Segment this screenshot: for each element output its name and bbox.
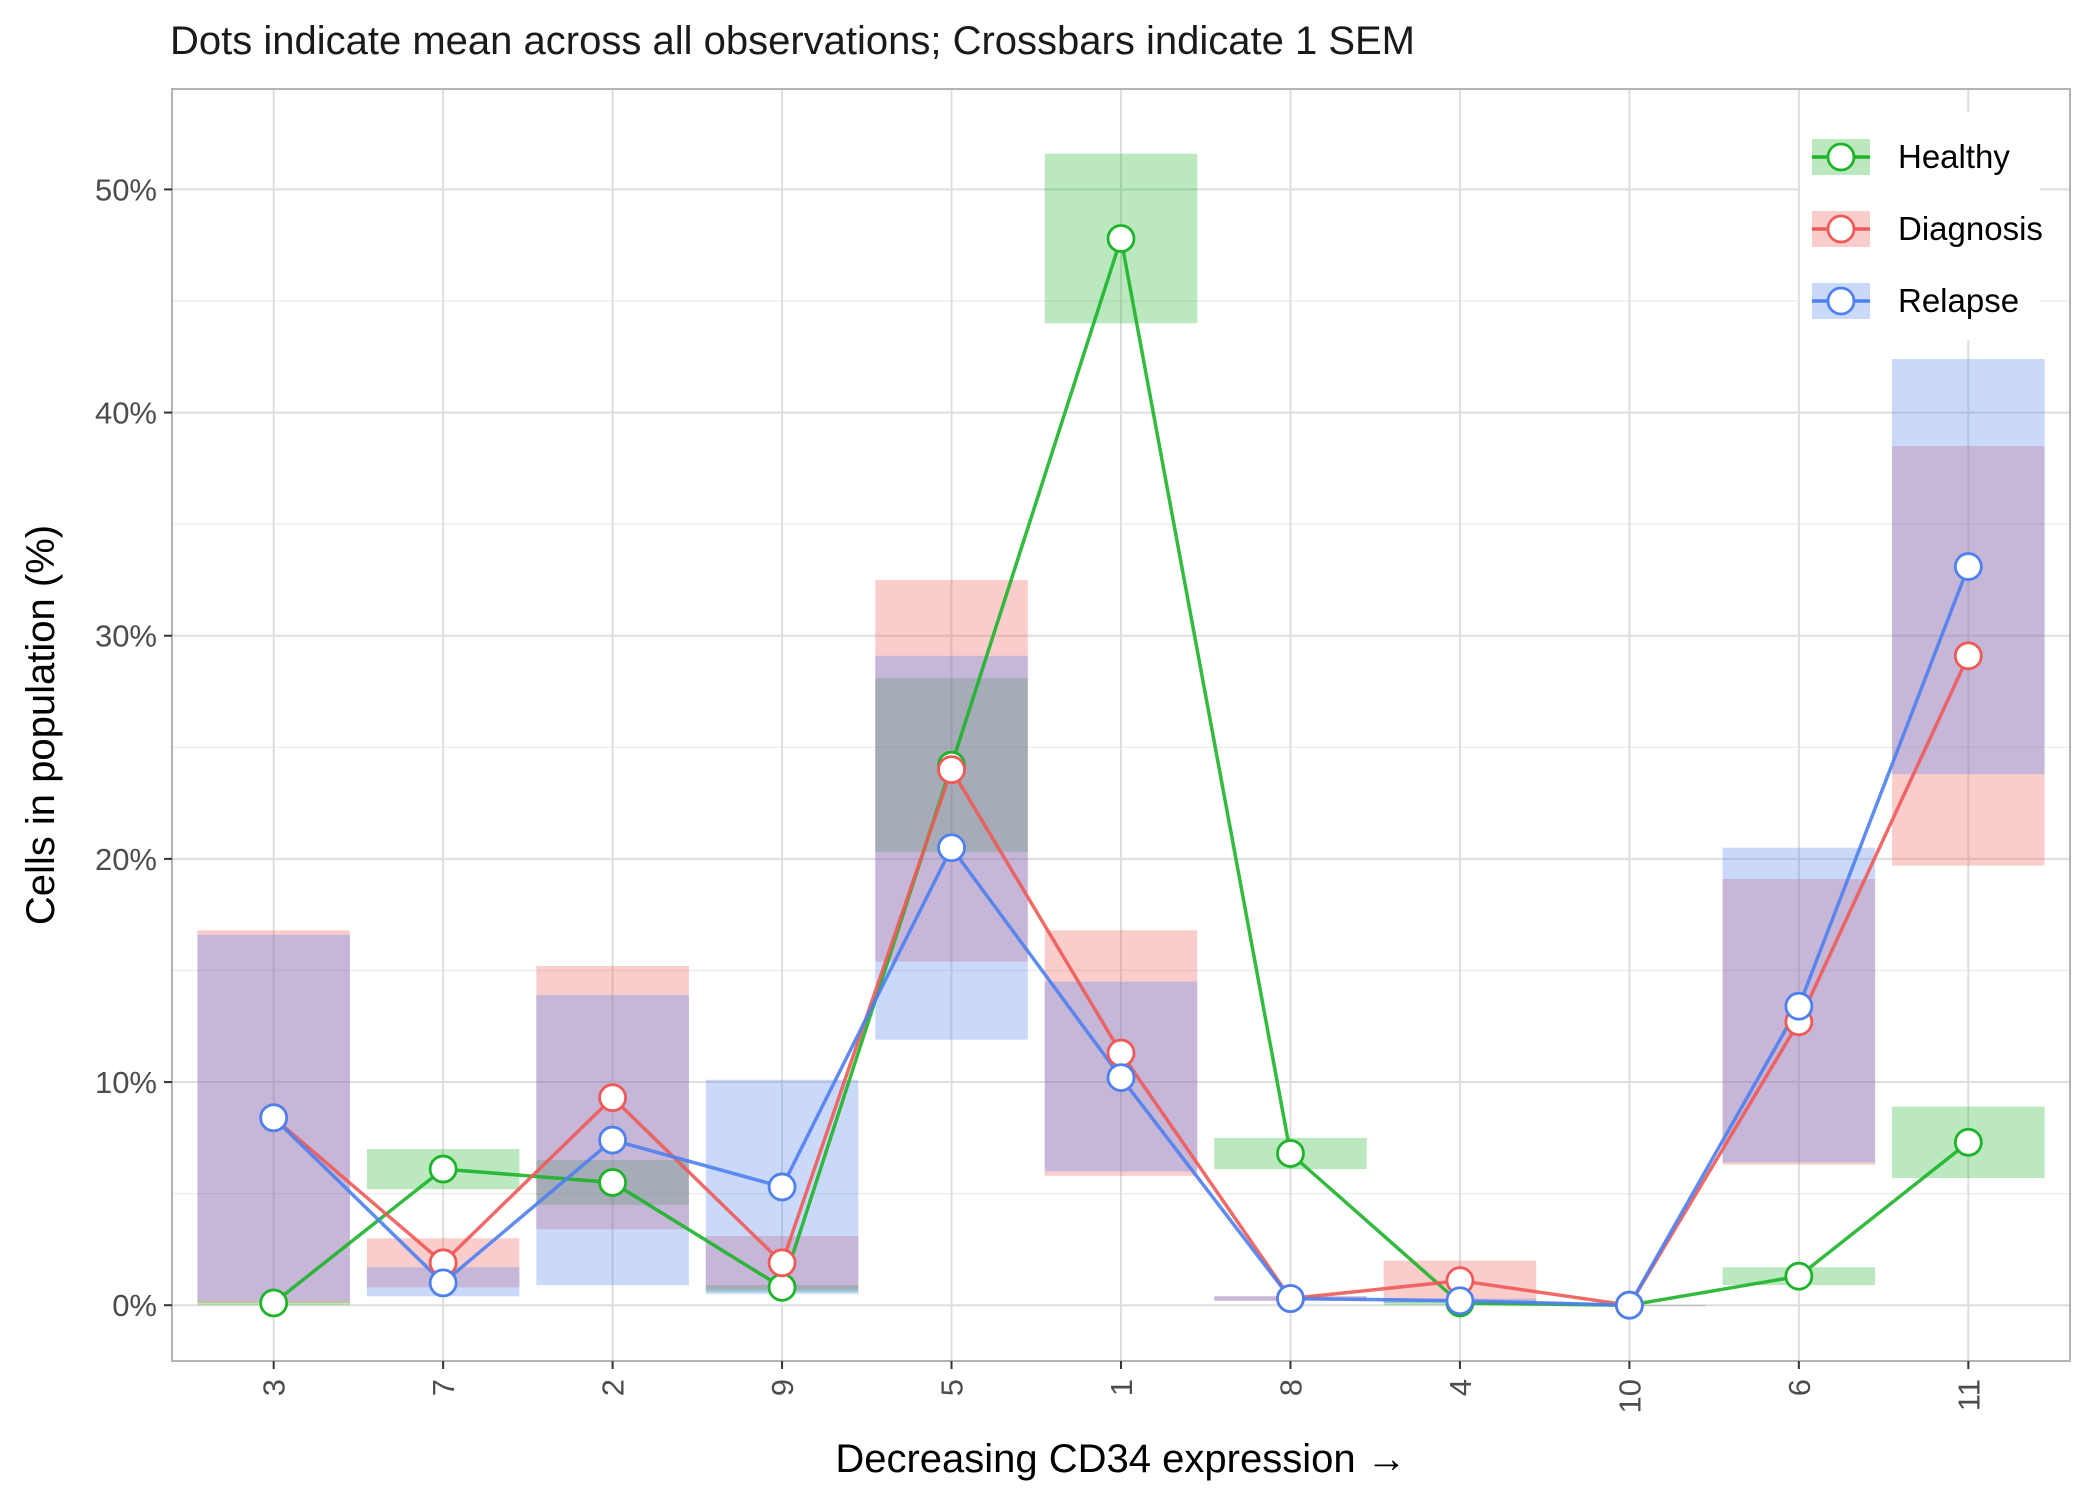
point-healthy-6 (1784, 1261, 1814, 1291)
point-relapse-5 (937, 833, 966, 863)
point-healthy-7 (428, 1154, 458, 1184)
legend-label: Diagnosis (1898, 210, 2043, 247)
point-diagnosis-2 (598, 1083, 628, 1113)
y-tick-label: 40% (95, 396, 157, 431)
x-tick-label: 2 (596, 1379, 631, 1396)
point-relapse-4 (1445, 1286, 1475, 1316)
point-relapse-8 (1276, 1284, 1305, 1313)
y-tick-label: 20% (95, 842, 157, 877)
point-relapse-2 (598, 1125, 628, 1155)
chart-title: Dots indicate mean across all observatio… (170, 19, 1415, 63)
legend-label: Relapse (1898, 282, 2019, 319)
x-tick-label: 10 (1612, 1379, 1647, 1413)
point-healthy-11 (1953, 1127, 1983, 1157)
legend-label: Healthy (1898, 138, 2010, 175)
point-diagnosis-9 (767, 1248, 797, 1278)
point-relapse-9 (767, 1172, 797, 1202)
point-relapse-10 (1614, 1290, 1644, 1320)
legend: Healthy Diagnosis Relapse (1800, 112, 2043, 340)
y-tick-label: 0% (112, 1288, 157, 1323)
legend-key-point (1826, 286, 1856, 316)
legend-item-diagnosis: Diagnosis (1812, 210, 2043, 247)
y-tick-label: 50% (95, 172, 157, 207)
x-tick-label: 11 (1951, 1379, 1986, 1411)
y-axis-title: Cells in population (%) (19, 525, 63, 925)
legend-item-relapse: Relapse (1812, 282, 2019, 319)
point-relapse-3 (259, 1103, 289, 1133)
point-healthy-1 (1106, 224, 1136, 253)
grid (172, 89, 2070, 1361)
x-tick-label: 3 (257, 1379, 292, 1396)
point-relapse-11 (1953, 552, 1983, 581)
y-tick-label: 30% (95, 619, 157, 654)
point-healthy-2 (598, 1168, 628, 1197)
x-tick-label: 5 (935, 1379, 970, 1396)
x-tick-label: 4 (1443, 1379, 1478, 1396)
point-diagnosis-5 (937, 755, 966, 785)
x-axis: 3 7 2 9 5 1 8 4 10 6 11 (257, 1361, 1986, 1413)
y-tick-label: 10% (95, 1065, 157, 1100)
y-axis: 0% 10% 20% 30% 40% 50% (95, 172, 172, 1323)
point-relapse-7 (428, 1268, 458, 1298)
legend-key-point (1826, 142, 1856, 172)
x-tick-label: 8 (1273, 1379, 1308, 1396)
legend-item-healthy: Healthy (1812, 138, 2010, 175)
x-tick-label: 9 (765, 1379, 800, 1396)
point-healthy-9 (767, 1272, 797, 1302)
point-relapse-1 (1106, 1063, 1136, 1092)
point-relapse-6 (1784, 991, 1814, 1021)
point-diagnosis-11 (1953, 641, 1983, 671)
x-axis-title: Decreasing CD34 expression → (835, 1437, 1406, 1481)
x-tick-label: 6 (1782, 1379, 1817, 1396)
point-diagnosis-1 (1106, 1038, 1136, 1068)
x-tick-label: 7 (426, 1379, 461, 1396)
point-healthy-8 (1276, 1139, 1305, 1168)
mean-points (259, 224, 1983, 1320)
legend-key-point (1826, 214, 1856, 244)
point-healthy-3 (259, 1288, 289, 1318)
x-tick-label: 1 (1104, 1379, 1139, 1396)
